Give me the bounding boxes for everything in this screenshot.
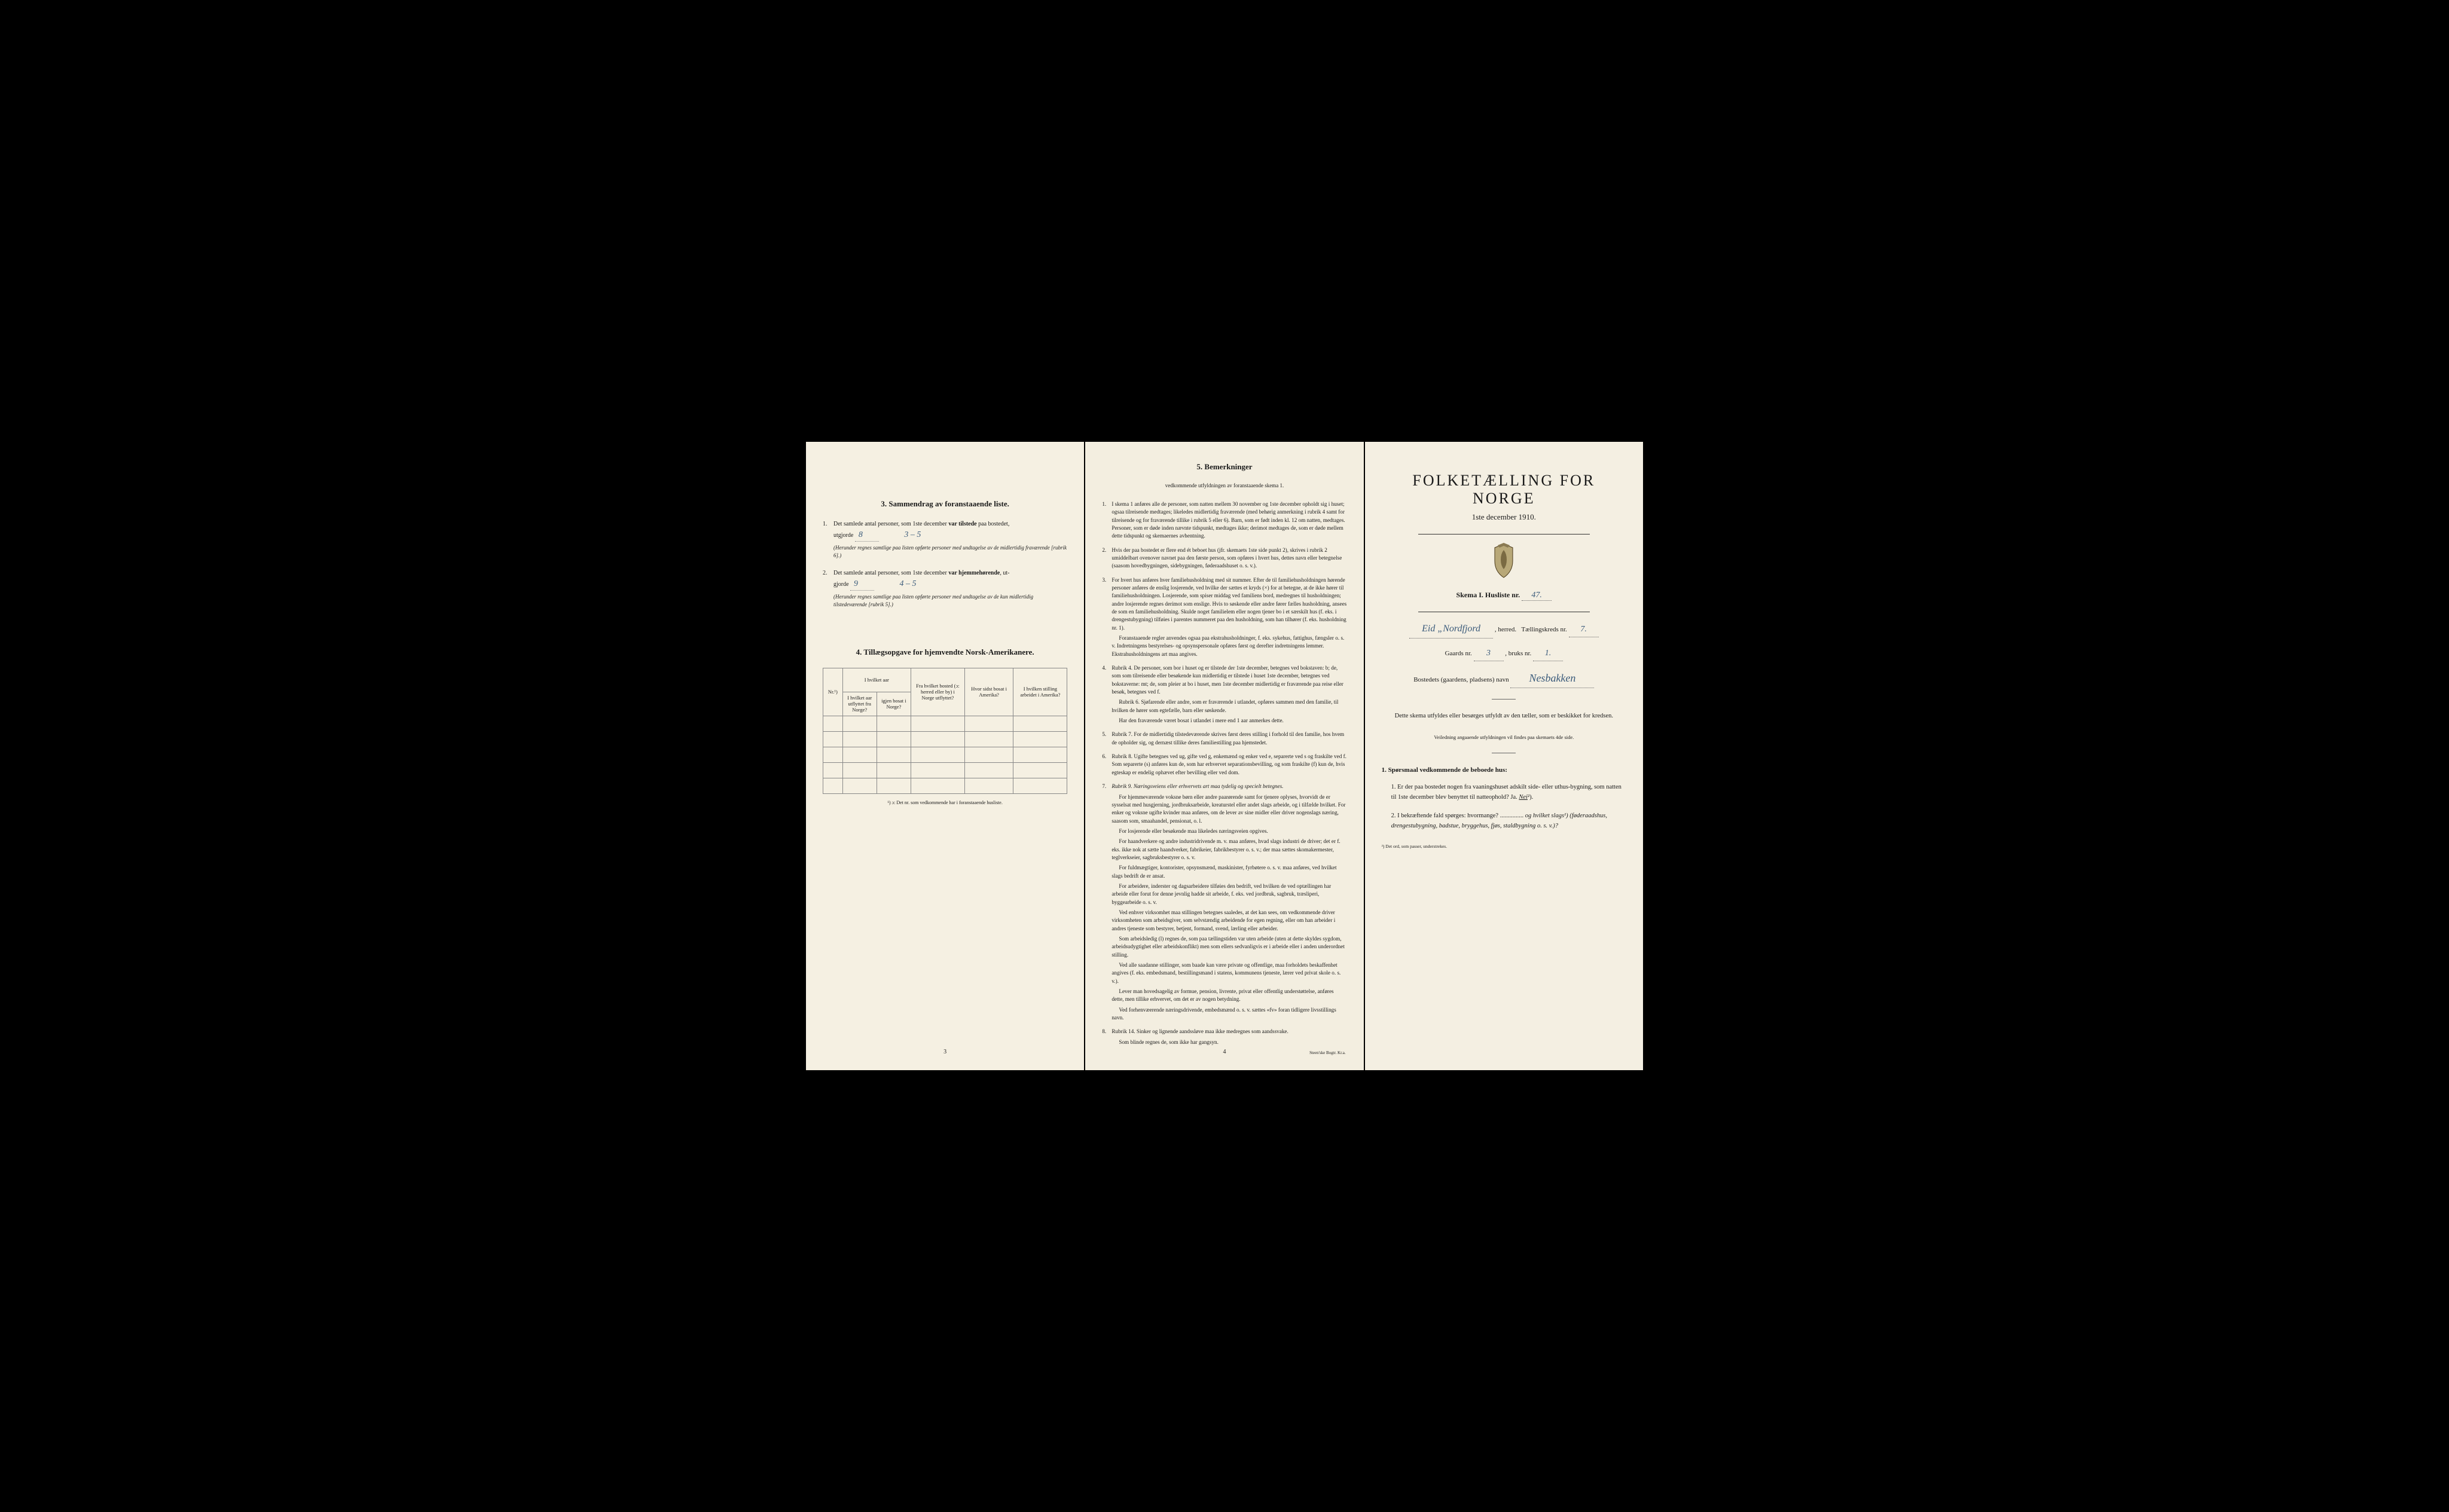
- section4-title: 4. Tillægsopgave for hjemvendte Norsk-Am…: [823, 647, 1067, 657]
- bemerk-1: 1. I skema 1 anføres alle de personer, s…: [1102, 500, 1346, 540]
- gaards-line: Gaards nr. 3 , bruks nr. 1.: [1382, 646, 1626, 661]
- table-row: [823, 731, 1067, 747]
- answer-hjemmehorende-split: 4 – 5: [900, 579, 917, 588]
- bosted-line: Bostedets (gaardens, pladsens) navn Nesb…: [1382, 668, 1626, 688]
- answer-tilstede-split: 3 – 5: [904, 530, 921, 539]
- skema-line: Skema I. Husliste nr. 47.: [1382, 591, 1626, 601]
- bemerk-7: 7. Rubrik 9. Næringsveiens eller erhverv…: [1102, 783, 1346, 1022]
- table-row: [823, 778, 1067, 793]
- question-2: 2. I bekræftende fald spørges: hvormange…: [1391, 811, 1626, 832]
- section4-footnote: ¹) ɔ: Det nr. som vedkommende har i fora…: [823, 800, 1067, 805]
- vejledning-text: Veiledning angaaende utfyldningen vil fi…: [1382, 734, 1626, 742]
- main-title: FOLKETÆLLING FOR NORGE: [1382, 472, 1626, 508]
- right-footnote: ²) Det ord, som passer, understrekes.: [1382, 843, 1626, 850]
- instruction-text: Dette skema utfyldes eller besørges utfy…: [1382, 711, 1626, 722]
- answer-hjemmehorende-total: 9: [850, 578, 874, 591]
- section3-title: 3. Sammendrag av foranstaaende liste.: [823, 499, 1067, 509]
- section5-subtitle: vedkommende utfyldningen av foranstaaend…: [1102, 482, 1346, 488]
- herred-line: Eid „Nordfjord , herred. Tællingskreds n…: [1382, 621, 1626, 639]
- answer-tilstede-total: 8: [855, 529, 879, 542]
- taellingskreds-nr: 7.: [1569, 622, 1599, 637]
- section3-item1: 1. Det samlede antal personer, som 1ste …: [823, 520, 1067, 560]
- table-row: [823, 747, 1067, 762]
- amerikanere-table: Nr.¹) I hvilket aar Fra hvilket bosted (…: [823, 668, 1067, 794]
- question-1: 1. Er der paa bostedet nogen fra vaaning…: [1391, 783, 1626, 803]
- gaards-nr: 3: [1474, 646, 1504, 661]
- bemerk-3: 3. For hvert hus anføres hver familiehus…: [1102, 576, 1346, 658]
- table-body: [823, 716, 1067, 793]
- question-heading: 1. Spørsmaal vedkommende de beboede hus:: [1382, 765, 1626, 776]
- bemerk-6: 6. Rubrik 8. Ugifte betegnes ved ug, gif…: [1102, 753, 1346, 777]
- page-left: 3. Sammendrag av foranstaaende liste. 1.…: [806, 442, 1084, 1070]
- husliste-nr: 47.: [1522, 591, 1552, 601]
- date-line: 1ste december 1910.: [1382, 512, 1626, 522]
- page-middle: 5. Bemerkninger vedkommende utfyldningen…: [1085, 442, 1363, 1070]
- page-right: FOLKETÆLLING FOR NORGE 1ste december 191…: [1365, 442, 1643, 1070]
- q1-answer: Nei: [1519, 794, 1528, 801]
- coat-of-arms-icon: [1489, 543, 1519, 579]
- page-number-left: 3: [806, 1049, 1084, 1055]
- bemerkninger-list: 1. I skema 1 anføres alle de personer, s…: [1102, 500, 1346, 1046]
- bemerk-8: 8. Rubrik 14. Sinker og lignende aandssl…: [1102, 1028, 1346, 1046]
- table-row: [823, 716, 1067, 731]
- bruks-nr: 1.: [1533, 646, 1563, 661]
- printer-imprint: Steen'ske Bogtr. Kr.a.: [1309, 1050, 1346, 1055]
- bemerk-4: 4. Rubrik 4. De personer, som bor i huse…: [1102, 664, 1346, 725]
- section3-item2: 2. Det samlede antal personer, som 1ste …: [823, 569, 1067, 609]
- herred-name: Eid „Nordfjord: [1409, 621, 1493, 639]
- bosted-name: Nesbakken: [1510, 668, 1594, 688]
- section5-title: 5. Bemerkninger: [1102, 462, 1346, 472]
- bemerk-2: 2. Hvis der paa bostedet er flere end ét…: [1102, 546, 1346, 570]
- table-row: [823, 762, 1067, 778]
- bemerk-5: 5. Rubrik 7. For de midlertidig tilstede…: [1102, 731, 1346, 747]
- short-divider: [1492, 699, 1516, 700]
